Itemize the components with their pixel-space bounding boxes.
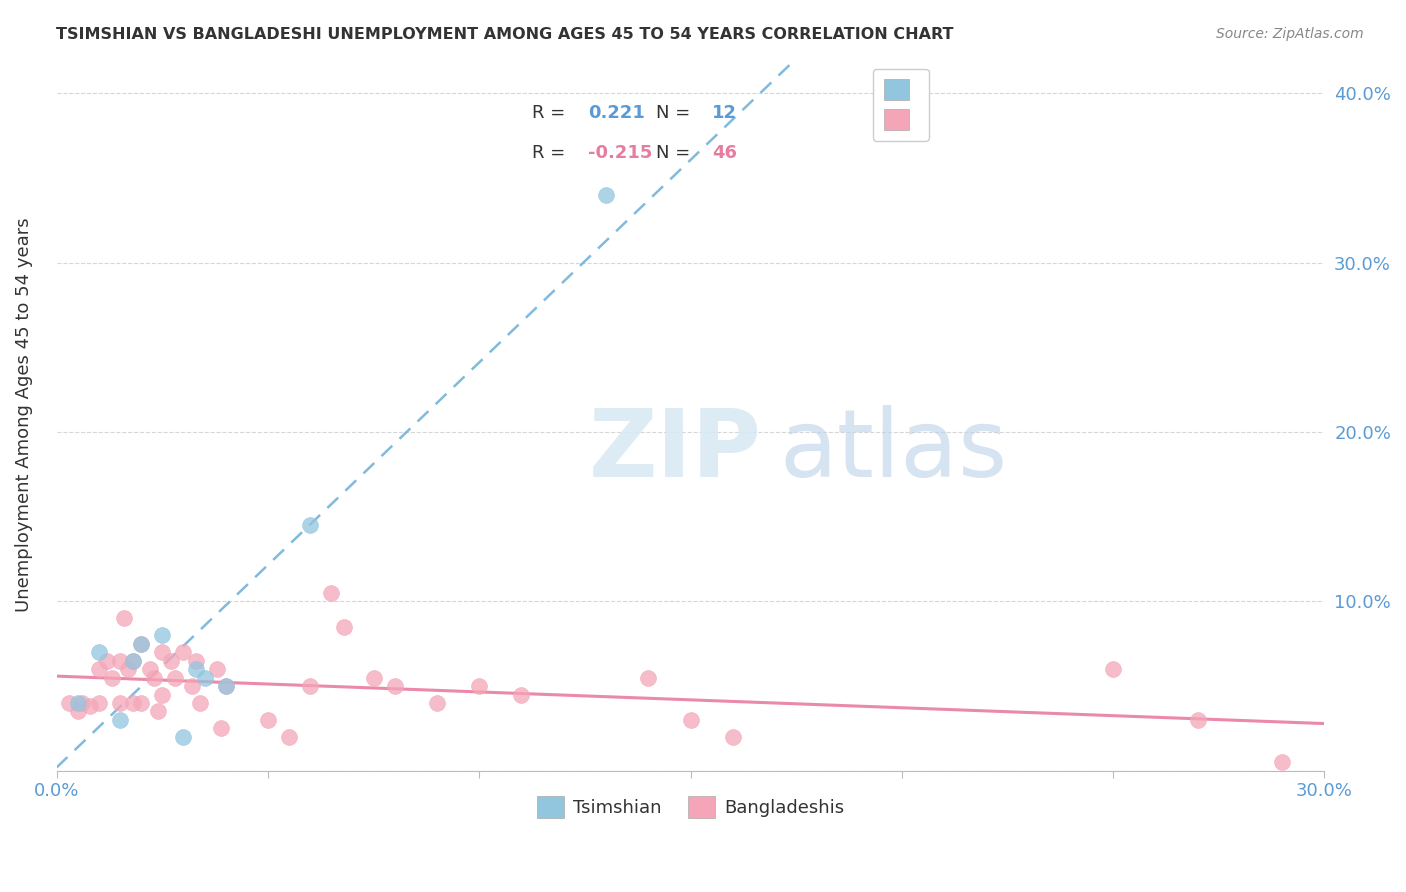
Point	[87, 645, 110, 659]
Point	[595, 188, 617, 202]
Legend: Tsimshian, Bangladeshis: Tsimshian, Bangladeshis	[529, 789, 852, 826]
Point	[679, 713, 702, 727]
Point	[172, 645, 194, 659]
Point	[108, 696, 131, 710]
Point	[108, 713, 131, 727]
Text: 46: 46	[711, 144, 737, 161]
Text: 12: 12	[711, 103, 737, 121]
Text: N =: N =	[657, 144, 696, 161]
Point	[188, 696, 211, 710]
Point	[108, 654, 131, 668]
Point	[70, 696, 93, 710]
Point	[205, 662, 228, 676]
Point	[363, 671, 385, 685]
Point	[510, 688, 533, 702]
Point	[100, 671, 122, 685]
Point	[184, 662, 207, 676]
Point	[150, 688, 173, 702]
Point	[193, 671, 215, 685]
Point	[333, 620, 356, 634]
Point	[138, 662, 160, 676]
Point	[1271, 756, 1294, 770]
Point	[96, 654, 118, 668]
Point	[129, 637, 152, 651]
Point	[87, 696, 110, 710]
Point	[214, 679, 236, 693]
Point	[172, 730, 194, 744]
Point	[257, 713, 280, 727]
Text: Source: ZipAtlas.com: Source: ZipAtlas.com	[1216, 27, 1364, 41]
Point	[142, 671, 165, 685]
Text: atlas: atlas	[779, 405, 1008, 497]
Text: 0.221: 0.221	[588, 103, 645, 121]
Point	[468, 679, 491, 693]
Point	[214, 679, 236, 693]
Text: R =: R =	[531, 144, 571, 161]
Point	[209, 722, 232, 736]
Point	[184, 654, 207, 668]
Point	[1187, 713, 1209, 727]
Text: -0.215: -0.215	[588, 144, 652, 161]
Y-axis label: Unemployment Among Ages 45 to 54 years: Unemployment Among Ages 45 to 54 years	[15, 218, 32, 613]
Text: TSIMSHIAN VS BANGLADESHI UNEMPLOYMENT AMONG AGES 45 TO 54 YEARS CORRELATION CHAR: TSIMSHIAN VS BANGLADESHI UNEMPLOYMENT AM…	[56, 27, 953, 42]
Text: ZIP: ZIP	[589, 405, 762, 497]
Point	[66, 705, 89, 719]
Point	[299, 518, 322, 533]
Point	[637, 671, 659, 685]
Point	[66, 696, 89, 710]
Point	[159, 654, 181, 668]
Text: N =: N =	[657, 103, 696, 121]
Point	[1102, 662, 1125, 676]
Point	[146, 705, 169, 719]
Point	[79, 699, 101, 714]
Point	[112, 611, 135, 625]
Point	[58, 696, 80, 710]
Point	[384, 679, 406, 693]
Point	[121, 654, 143, 668]
Point	[121, 696, 143, 710]
Point	[180, 679, 202, 693]
Point	[129, 696, 152, 710]
Point	[150, 645, 173, 659]
Point	[121, 654, 143, 668]
Text: R =: R =	[531, 103, 571, 121]
Point	[163, 671, 186, 685]
Point	[129, 637, 152, 651]
Point	[426, 696, 449, 710]
Point	[278, 730, 301, 744]
Point	[87, 662, 110, 676]
Point	[321, 586, 343, 600]
Point	[721, 730, 744, 744]
Point	[117, 662, 139, 676]
Point	[150, 628, 173, 642]
Point	[299, 679, 322, 693]
